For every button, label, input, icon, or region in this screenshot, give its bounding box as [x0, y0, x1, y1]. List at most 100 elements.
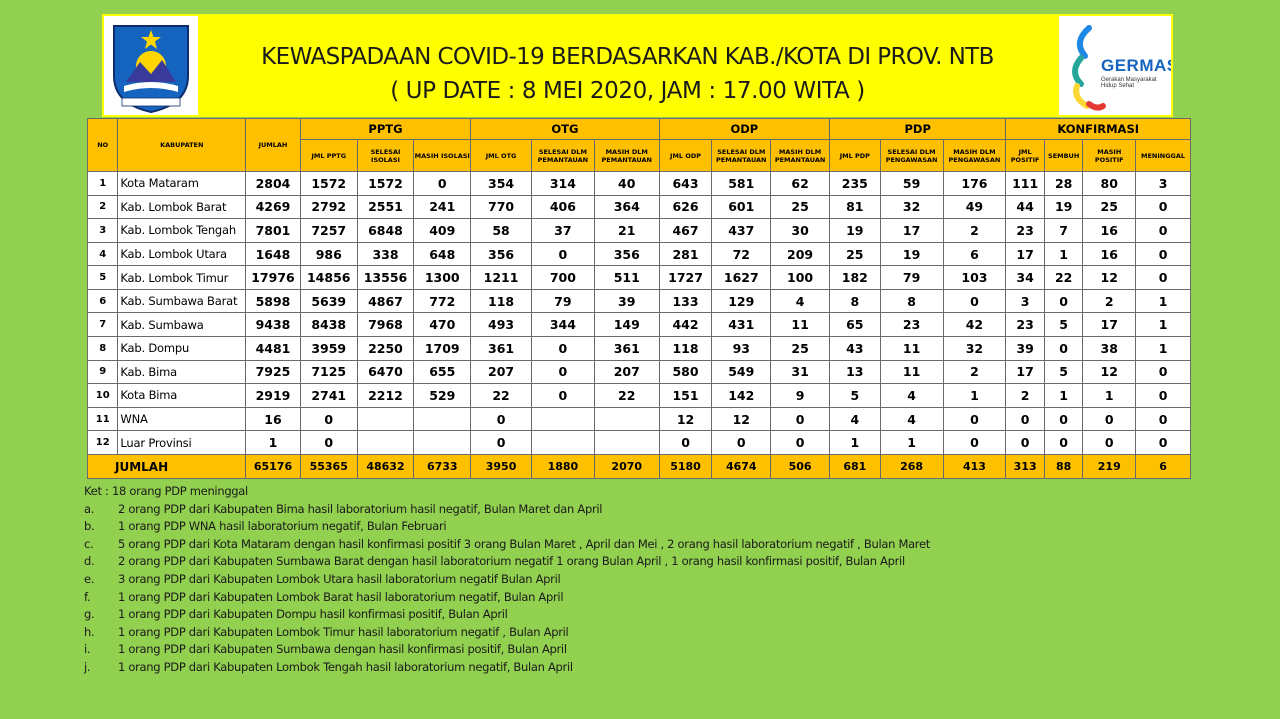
- table-cell: 241: [413, 194, 472, 220]
- table-cell: 11: [879, 336, 944, 361]
- table-cell: 2: [942, 359, 1007, 385]
- table-cell: 16: [1082, 241, 1137, 267]
- table-cell: 0: [1135, 241, 1191, 267]
- table-cell: 2: [1082, 288, 1137, 314]
- table-row: 1 Kota Mataram 2804 1572 1572 0 354 314 40 643 581…: [86, 171, 1191, 196]
- total-row: JUMLAH 65176 55365 48632 6733 3950 1880 2070 518…: [86, 454, 1191, 479]
- table-cell: 1300: [413, 265, 472, 290]
- table-cell: 12: [658, 406, 713, 432]
- subheader-cell: SELESAI DLM PEMANTAUAN: [530, 139, 595, 172]
- subheader-cell: MASIH DLM PENGAWASAN: [942, 139, 1007, 172]
- table-cell: 11: [879, 359, 944, 385]
- table-cell: 13: [828, 359, 881, 385]
- table-cell: 7: [1043, 218, 1084, 243]
- table-cell: 16: [245, 406, 301, 432]
- table-cell: 648: [413, 241, 472, 267]
- subheader-cell: SELESAI DLM PEMANTAUAN: [711, 139, 772, 172]
- table-cell: 356: [593, 241, 660, 267]
- table-cell: 0: [1043, 430, 1084, 455]
- table-cell: 493: [470, 312, 532, 338]
- table-cell: 6: [942, 241, 1007, 267]
- note-item: h. 1 orang PDP dari Kabupaten Lombok Timu…: [84, 624, 1084, 642]
- table-cell: 0: [658, 430, 713, 455]
- table-cell: 8: [879, 288, 944, 314]
- table-cell: 2792: [299, 194, 358, 220]
- table-cell: 72: [711, 241, 772, 267]
- table-cell: 1: [1135, 336, 1191, 361]
- table-cell: 0: [1135, 406, 1191, 432]
- note-marker: e.: [84, 571, 95, 586]
- table-cell: 25: [1082, 194, 1137, 220]
- table-cell: 42: [942, 312, 1007, 338]
- table-cell: 431: [711, 312, 772, 338]
- note-marker: i.: [84, 642, 91, 657]
- table-cell: 22: [1043, 265, 1084, 290]
- table-cell: 100: [770, 265, 830, 290]
- table-cell: 511: [593, 265, 660, 290]
- region-name: Kab. Sumbawa: [117, 312, 247, 338]
- table-cell: 176: [942, 171, 1007, 196]
- table-cell: 344: [530, 312, 595, 338]
- table-cell: 21: [593, 218, 660, 243]
- table-cell: 111: [1005, 171, 1045, 196]
- table-cell: 361: [593, 336, 660, 361]
- table-cell: 1572: [356, 171, 415, 196]
- table-cell: 40: [593, 171, 660, 196]
- table-cell: 0: [1082, 430, 1137, 455]
- table-row: 11 WNA 16 0 0 12 12 0 4 4 0 0 0 0 0: [86, 406, 1191, 432]
- table-cell: 5: [828, 383, 881, 408]
- header-jumlah: JUMLAH: [245, 118, 301, 172]
- table-cell: 2250: [356, 336, 415, 361]
- germas-logo: GERMAS Gerakan Masyarakat Hidup Sehat: [1059, 16, 1171, 115]
- table-cell: 529: [413, 383, 472, 408]
- table-cell: 0: [299, 430, 358, 455]
- table-cell: 39: [1005, 336, 1045, 361]
- table-cell: 0: [942, 288, 1007, 314]
- notes-list: a. 2 orang PDP dari Kabupaten Bima hasil …: [84, 501, 1084, 677]
- table-cell: 79: [530, 288, 595, 314]
- note-marker: j.: [84, 659, 91, 674]
- total-cell: 681: [828, 454, 881, 479]
- table-cell: 281: [658, 241, 713, 267]
- total-cell: 65176: [245, 454, 301, 479]
- table-cell: 12: [1082, 265, 1137, 290]
- note-text: 1 orang PDP dari Kabupaten Lombok Timur …: [118, 624, 569, 639]
- table-cell: 5639: [299, 288, 358, 314]
- table-cell: 93: [711, 336, 772, 361]
- table-cell: 7801: [245, 218, 301, 243]
- table-cell: 44: [1005, 194, 1045, 220]
- table-cell: 1: [1043, 241, 1084, 267]
- table-cell: 16: [1082, 218, 1137, 243]
- table-cell: 2804: [245, 171, 301, 196]
- table-cell: 0: [413, 171, 472, 196]
- note-item: j. 1 orang PDP dari Kabupaten Lombok Teng…: [84, 659, 1084, 677]
- subheader-cell: SEMBUH: [1043, 139, 1084, 172]
- group-header-odp: ODP: [658, 118, 830, 140]
- group-header-konfirmasi: KONFIRMASI: [1005, 118, 1191, 140]
- germas-wordmark: GERMAS: [1101, 56, 1171, 75]
- table-cell: 62: [770, 171, 830, 196]
- note-marker: c.: [84, 536, 94, 551]
- table-cell: 59: [879, 171, 944, 196]
- note-item: e. 3 orang PDP dari Kabupaten Lombok Utar…: [84, 571, 1084, 589]
- table-cell: 1: [879, 430, 944, 455]
- table-row: 10 Kota Bima 2919 2741 2212 529 22 0 22 151 142 9 5 4…: [86, 383, 1191, 408]
- table-row: 5 Kab. Lombok Timur 17976 14856 13556 1300 121…: [86, 265, 1191, 290]
- table-cell: 17976: [245, 265, 301, 290]
- total-cell: 3950: [470, 454, 532, 479]
- total-label: JUMLAH: [86, 454, 247, 479]
- table-cell: 1: [1043, 383, 1084, 408]
- table-cell: 2551: [356, 194, 415, 220]
- row-number: 1: [86, 171, 119, 196]
- table-cell: 23: [879, 312, 944, 338]
- row-number: 6: [86, 288, 119, 314]
- group-header-pptg: PPTG: [299, 118, 472, 140]
- row-number: 8: [86, 336, 119, 361]
- table-cell: 772: [413, 288, 472, 314]
- table-cell: 0: [530, 336, 595, 361]
- ntb-province-emblem: [104, 16, 198, 115]
- table-cell: 28: [1043, 171, 1084, 196]
- table-cell: 103: [942, 265, 1007, 290]
- table-cell: 58: [470, 218, 532, 243]
- table-cell: 30: [770, 218, 830, 243]
